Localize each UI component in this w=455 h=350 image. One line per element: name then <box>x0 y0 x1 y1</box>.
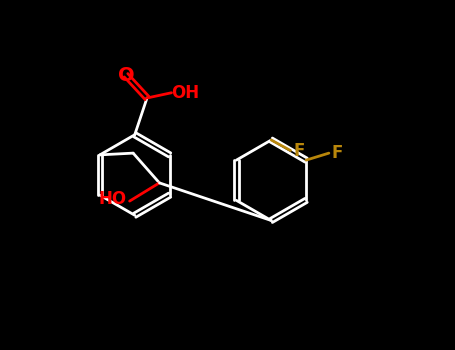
Text: F: F <box>293 141 305 160</box>
Text: O: O <box>118 66 134 85</box>
Text: F: F <box>332 144 343 162</box>
Text: OH: OH <box>172 84 200 102</box>
Text: HO: HO <box>98 190 126 208</box>
